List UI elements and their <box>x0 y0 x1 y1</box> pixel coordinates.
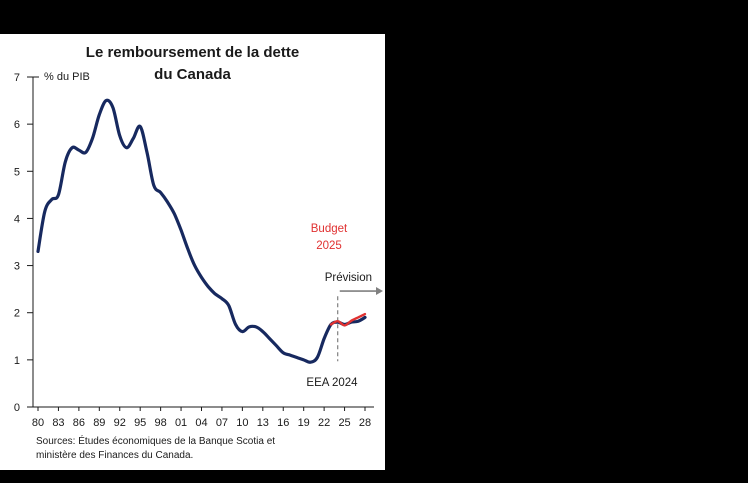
x-tick-label: 10 <box>236 417 248 429</box>
y-axis-unit-label: % du PIB <box>44 71 90 83</box>
x-tick-label: 86 <box>73 417 85 429</box>
sources-line-2: ministère des Finances du Canada. <box>36 450 194 461</box>
budget-2025-label-line-1: Budget <box>310 223 348 235</box>
budget-2025-series-line <box>329 312 367 327</box>
chart-title-line-2: du Canada <box>154 65 231 83</box>
budget-2025-label-line-2: 2025 <box>316 239 342 252</box>
y-tick-label: 3 <box>14 261 20 273</box>
debt-service-series-line <box>36 98 367 364</box>
budget-2025-label: Budget 2025 <box>298 221 360 254</box>
chart-title-line-1: Le remboursement de la dette <box>85 44 300 61</box>
x-tick-label: 22 <box>318 417 330 429</box>
x-tick-label: 83 <box>52 417 64 429</box>
x-tick-label: 01 <box>175 417 187 429</box>
y-tick-label: 0 <box>14 402 20 414</box>
y-tick-label: 6 <box>14 119 20 131</box>
forecast-arrow-head <box>376 287 383 296</box>
y-tick-label: 2 <box>14 308 20 320</box>
x-tick-label: 19 <box>298 417 310 429</box>
x-tick-label: 07 <box>216 417 228 429</box>
x-tick-label: 80 <box>32 417 44 429</box>
eea-2024-label: EEA 2024 <box>306 377 358 389</box>
x-tick-label: 89 <box>93 417 105 429</box>
chart-title: Le remboursement de la dette du Canada <box>0 42 385 86</box>
sources-note: Sources: Études économiques de la Banque… <box>36 435 275 463</box>
prevision-label: Prévision <box>324 272 372 284</box>
y-tick-label: 1 <box>14 355 20 367</box>
x-tick-label: 98 <box>155 417 167 429</box>
sources-line-1: Sources: Études économiques de la Banque… <box>36 436 276 447</box>
x-tick-label: 25 <box>338 417 350 429</box>
x-tick-label: 95 <box>134 417 146 429</box>
x-tick-label: 28 <box>359 417 371 429</box>
x-tick-label: 92 <box>114 417 126 429</box>
y-tick-label: 7 <box>14 72 20 84</box>
chart-panel: 0 1 2 3 4 5 6 7 80 83 86 89 92 95 98 01 04 07 10 13 16 19 22 25… <box>0 34 385 470</box>
x-tick-label: 04 <box>195 417 207 429</box>
y-tick-label: 4 <box>14 213 20 225</box>
y-tick-label: 5 <box>14 166 20 178</box>
x-tick-label: 13 <box>257 417 269 429</box>
x-tick-label: 16 <box>277 417 289 429</box>
